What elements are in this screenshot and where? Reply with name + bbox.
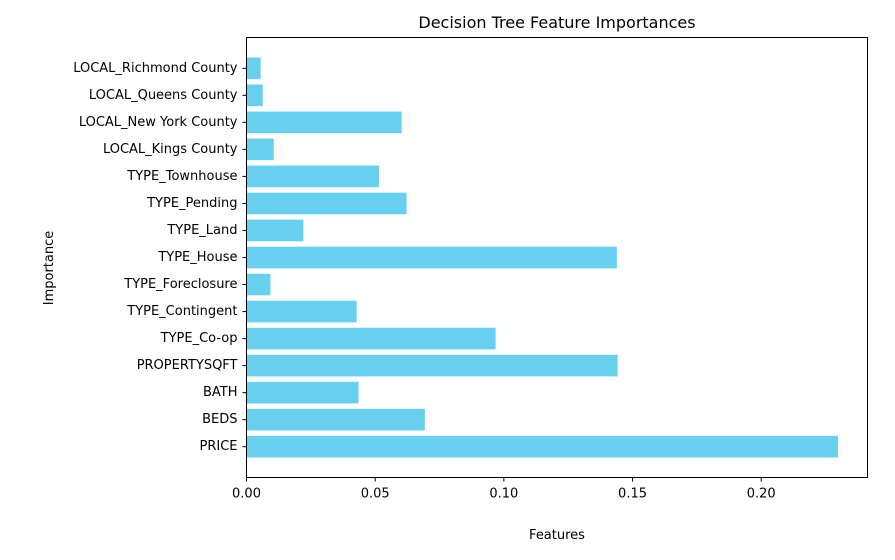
- y-tick-label: TYPE_Pending: [146, 196, 237, 211]
- bar-type-contingent: [246, 300, 357, 323]
- x-tick-label: 0.15: [618, 487, 647, 502]
- bar-type-co-op: [246, 327, 496, 350]
- y-tick-label: TYPE_Foreclosure: [123, 277, 237, 292]
- bar-type-house: [246, 246, 617, 269]
- chart-title: Decision Tree Feature Importances: [418, 13, 695, 32]
- x-tick-label: 0.20: [747, 487, 776, 502]
- x-axis-ticks: 0.00 0.05 0.10 0.15 0.20: [232, 477, 776, 502]
- bars-group: [246, 57, 838, 458]
- y-tick-label: LOCAL_New York County: [79, 115, 238, 130]
- bar-propertysqft: [246, 354, 618, 377]
- y-tick-label: PROPERTYSQFT: [137, 358, 238, 373]
- y-tick-label: TYPE_Townhouse: [126, 169, 237, 184]
- x-tick-label: 0.10: [489, 487, 518, 502]
- bar-price: [246, 435, 838, 458]
- y-tick-label: TYPE_Contingent: [126, 304, 237, 319]
- y-tick-label: BEDS: [202, 412, 237, 427]
- bar-local-new-york-county: [246, 111, 402, 134]
- bar-local-kings-county: [246, 138, 274, 161]
- y-tick-label: LOCAL_Richmond County: [73, 61, 238, 76]
- y-axis-label: Importance: [42, 231, 57, 306]
- y-tick-label: PRICE: [200, 439, 238, 454]
- bar-type-land: [246, 219, 304, 242]
- y-tick-label: TYPE_House: [157, 250, 237, 265]
- y-tick-label: LOCAL_Kings County: [103, 142, 238, 157]
- y-tick-label: TYPE_Land: [166, 223, 237, 238]
- x-tick-label: 0.00: [232, 487, 261, 502]
- x-tick-label: 0.05: [361, 487, 390, 502]
- y-tick-label: LOCAL_Queens County: [89, 88, 238, 103]
- y-tick-label: TYPE_Co-op: [160, 331, 238, 346]
- y-axis-ticks: PRICE BEDS BATH PROPERTYSQFT TYPE_Co-op TYPE_…: [73, 61, 247, 454]
- x-axis-label: Features: [529, 528, 585, 543]
- bar-local-richmond-county: [246, 57, 261, 80]
- bar-bath: [246, 381, 359, 404]
- bar-type-foreclosure: [246, 273, 271, 296]
- bar-type-townhouse: [246, 165, 380, 188]
- bar-type-pending: [246, 192, 407, 215]
- y-tick-label: BATH: [203, 385, 238, 400]
- bar-local-queens-county: [246, 84, 263, 107]
- bar-beds: [246, 408, 425, 431]
